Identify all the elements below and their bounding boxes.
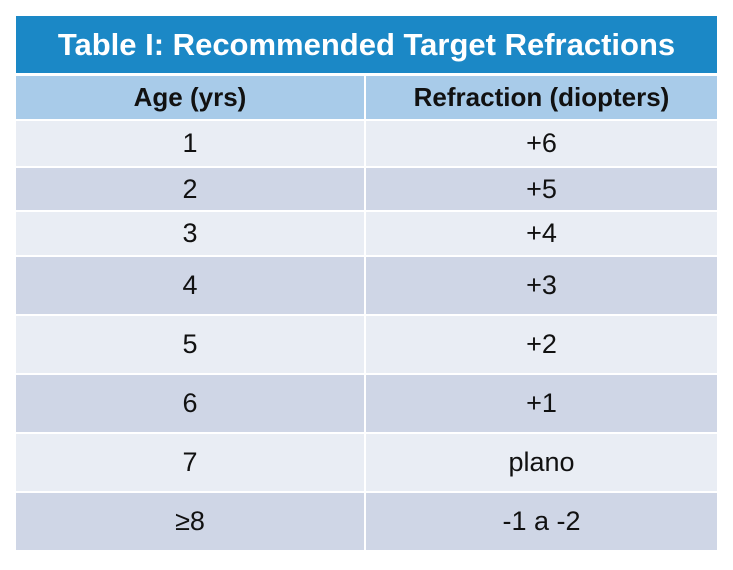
- refraction-cell: +6: [526, 128, 557, 158]
- refraction-cell: +4: [526, 218, 557, 248]
- refraction-cell: +3: [526, 270, 557, 300]
- table-title: Table I: Recommended Target Refractions: [16, 16, 717, 76]
- refraction-cell: plano: [508, 447, 575, 477]
- header-age: Age (yrs): [16, 76, 366, 119]
- table-header-row: Age (yrs) Refraction (diopters): [16, 76, 717, 121]
- age-cell: 6: [16, 375, 366, 432]
- age-cell: 2: [16, 168, 366, 210]
- header-refraction: Refraction (diopters): [413, 82, 670, 112]
- age-cell: 1: [16, 121, 366, 166]
- age-cell: ≥8: [16, 493, 366, 550]
- age-cell: 5: [16, 316, 366, 373]
- table-row: 7 plano: [16, 434, 717, 493]
- age-cell: 3: [16, 212, 366, 255]
- refraction-cell: +5: [526, 173, 557, 204]
- refraction-table: Table I: Recommended Target Refractions …: [16, 16, 717, 550]
- table-row: 5 +2: [16, 316, 717, 375]
- table-row: 3 +4: [16, 212, 717, 257]
- refraction-cell: +2: [526, 329, 557, 359]
- table-row: 4 +3: [16, 257, 717, 316]
- table-row: 1 +6: [16, 121, 717, 168]
- age-cell: 7: [16, 434, 366, 491]
- table-row: ≥8 -1 a -2: [16, 493, 717, 550]
- refraction-cell: -1 a -2: [502, 506, 581, 536]
- table-row: 2 +5: [16, 168, 717, 212]
- refraction-cell: +1: [526, 388, 557, 418]
- table-row: 6 +1: [16, 375, 717, 434]
- age-cell: 4: [16, 257, 366, 314]
